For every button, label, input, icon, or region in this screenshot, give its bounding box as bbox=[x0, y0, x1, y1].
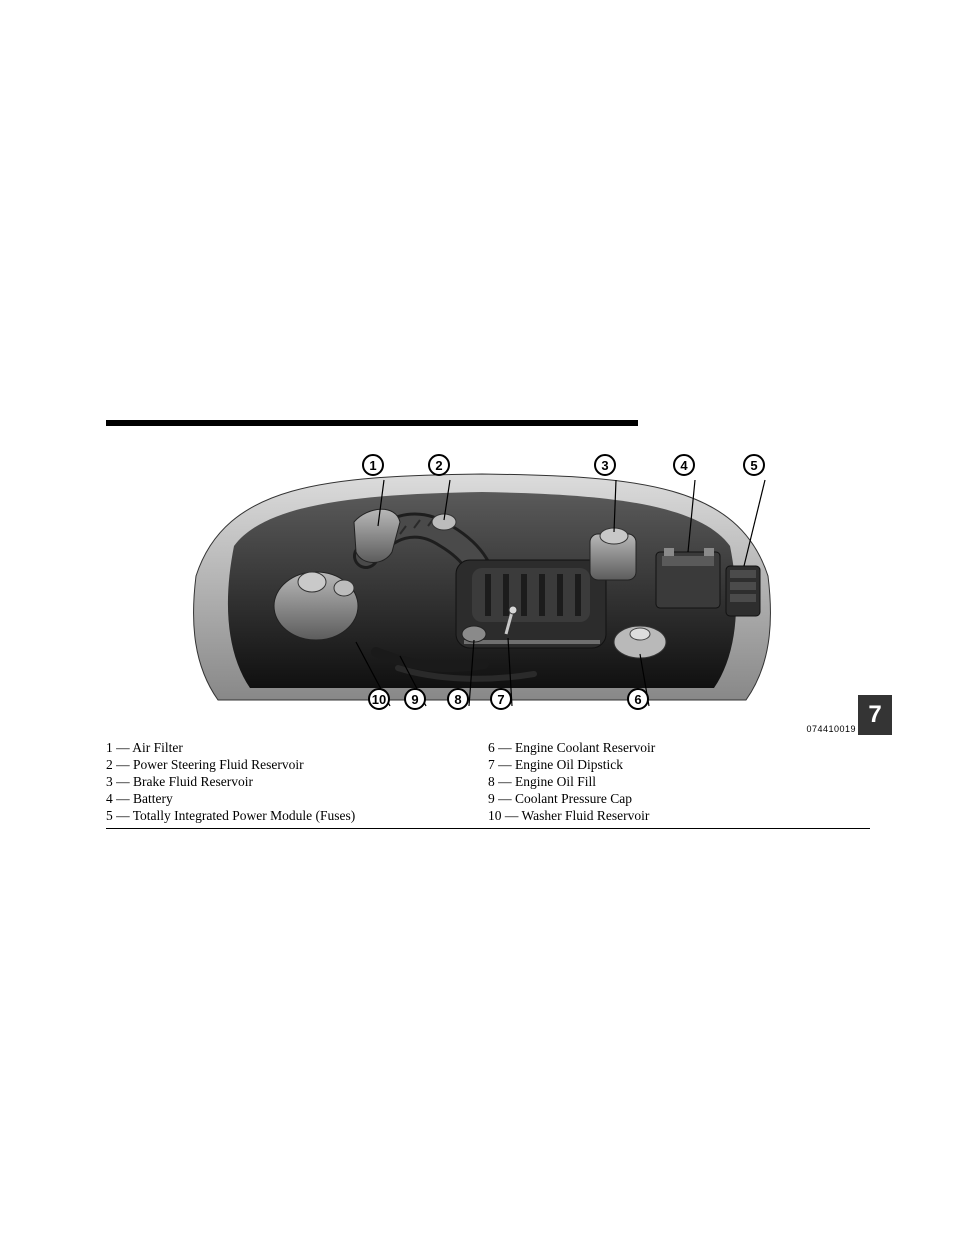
callout-circle: 7 bbox=[490, 688, 512, 710]
legend-col-left: 1 — Air Filter 2 — Power Steering Fluid … bbox=[106, 740, 488, 824]
callout-circle: 8 bbox=[447, 688, 469, 710]
header-rule bbox=[106, 420, 638, 426]
legend-line: 2 — Power Steering Fluid Reservoir bbox=[106, 757, 488, 774]
legend-line: 7 — Engine Oil Dipstick bbox=[488, 757, 870, 774]
callouts-bottom: 10 987 6 bbox=[186, 688, 778, 728]
engine-figure: 1 2 3 4 5 10 987 6 074410019 bbox=[106, 448, 870, 736]
section-tab-number: 7 bbox=[868, 701, 881, 729]
legend-col-right: 6 — Engine Coolant Reservoir 7 — Engine … bbox=[488, 740, 870, 824]
legend-line: 5 — Totally Integrated Power Module (Fus… bbox=[106, 808, 488, 825]
callout-circle: 9 bbox=[404, 688, 426, 710]
legend-line: 10 — Washer Fluid Reservoir bbox=[488, 808, 870, 825]
callout-circle: 5 bbox=[743, 454, 765, 476]
legend-line: 6 — Engine Coolant Reservoir bbox=[488, 740, 870, 757]
legend-line: 1 — Air Filter bbox=[106, 740, 488, 757]
callout-circle: 3 bbox=[594, 454, 616, 476]
figure-legend: 1 — Air Filter 2 — Power Steering Fluid … bbox=[106, 740, 870, 829]
callouts-top: 1 2 3 4 5 bbox=[186, 454, 778, 494]
legend-line: 8 — Engine Oil Fill bbox=[488, 774, 870, 791]
legend-line: 9 — Coolant Pressure Cap bbox=[488, 791, 870, 808]
legend-line: 4 — Battery bbox=[106, 791, 488, 808]
callout-circle: 2 bbox=[428, 454, 450, 476]
page: 7 bbox=[0, 0, 954, 1235]
callout-circle: 4 bbox=[673, 454, 695, 476]
callout-circle: 10 bbox=[368, 688, 390, 710]
figure-image-code: 074410019 bbox=[806, 724, 856, 734]
legend-line: 3 — Brake Fluid Reservoir bbox=[106, 774, 488, 791]
callout-circle: 6 bbox=[627, 688, 649, 710]
callout-circle: 1 bbox=[362, 454, 384, 476]
